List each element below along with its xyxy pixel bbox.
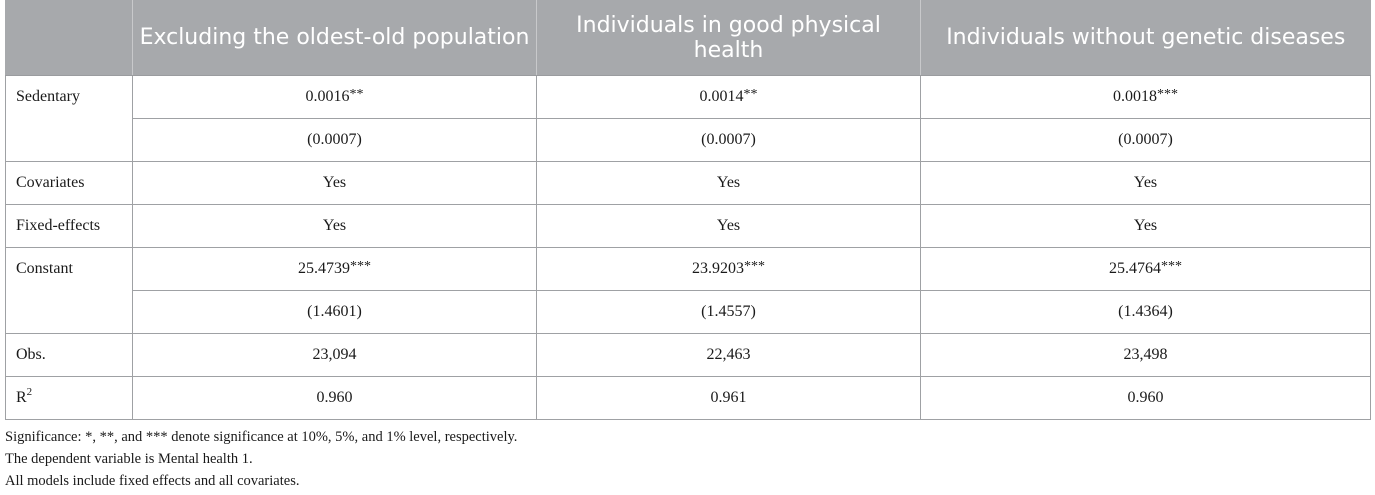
significance-stars: *** <box>744 258 765 274</box>
cell-sedentary-coef-3: 0.0018*** <box>920 75 1371 119</box>
table-row-sedentary-coef: Sedentary 0.0016** 0.0014** 0.0018*** <box>5 75 1371 162</box>
table-notes: Significance: *, **, and *** denote sign… <box>5 426 517 492</box>
row-label-obs: Obs. <box>5 333 133 377</box>
table-row-covariates: Covariates Yes Yes Yes <box>5 161 1371 205</box>
row-label-r2: R2 <box>5 376 133 420</box>
cell-r2-2: 0.961 <box>536 376 921 420</box>
significance-stars: *** <box>1157 86 1178 102</box>
table-row-obs: Obs. 23,094 22,463 23,498 <box>5 333 1371 377</box>
cell-r2-3: 0.960 <box>920 376 1371 420</box>
table-container: Excluding the oldest-old population Indi… <box>5 0 1371 420</box>
cell-obs-1: 23,094 <box>132 333 537 377</box>
note-dependent-variable: The dependent variable is Mental health … <box>5 451 253 467</box>
cell-sedentary-coef-1: 0.0016** <box>132 75 537 119</box>
cell-constant-se-2: (1.4557) <box>536 290 921 334</box>
cell-constant-se-1: (1.4601) <box>132 290 537 334</box>
table-header: Excluding the oldest-old population Indi… <box>5 0 1371 76</box>
cell-obs-3: 23,498 <box>920 333 1371 377</box>
cell-obs-2: 22,463 <box>536 333 921 377</box>
cell-r2-1: 0.960 <box>132 376 537 420</box>
coef-value: 0.0018 <box>1113 87 1157 105</box>
header-excluding-oldest-old: Excluding the oldest-old population <box>132 0 537 76</box>
significance-stars: *** <box>350 258 371 274</box>
significance-stars: ** <box>349 86 364 102</box>
table-row-constant-se: (1.4601) (1.4557) (1.4364) <box>6 290 1371 334</box>
row-label-fixed-effects: Fixed-effects <box>5 204 133 248</box>
row-label-constant: Constant <box>5 247 133 334</box>
table-row-fixed-effects: Fixed-effects Yes Yes Yes <box>5 204 1371 248</box>
cell-constant-coef-2: 23.9203*** <box>536 247 921 291</box>
coef-value: 0.0014 <box>699 87 744 105</box>
cell-fixed-effects-1: Yes <box>132 204 537 248</box>
table-body: Sedentary 0.0016** 0.0014** 0.0018*** (0… <box>5 75 1371 420</box>
row-label-covariates: Covariates <box>5 161 133 205</box>
significance-stars: ** <box>743 86 758 102</box>
note-models: All models include fixed effects and all… <box>5 473 300 489</box>
header-cell-empty <box>5 0 133 76</box>
cell-sedentary-se-2: (0.0007) <box>536 118 921 162</box>
coef-value: 25.4764 <box>1109 259 1161 277</box>
header-without-genetic-diseases: Individuals without genetic diseases <box>920 0 1371 76</box>
cell-sedentary-se-1: (0.0007) <box>132 118 537 162</box>
header-good-physical-health: Individuals in good physical health <box>536 0 921 76</box>
cell-constant-coef-3: 25.4764*** <box>920 247 1371 291</box>
cell-fixed-effects-2: Yes <box>536 204 921 248</box>
table-row-r2: R2 0.960 0.961 0.960 <box>5 376 1371 420</box>
regression-table: Excluding the oldest-old population Indi… <box>5 0 1371 420</box>
r2-label-sup: 2 <box>26 385 33 398</box>
row-label-sedentary: Sedentary <box>5 75 133 162</box>
cell-fixed-effects-3: Yes <box>920 204 1371 248</box>
cell-covariates-2: Yes <box>536 161 921 205</box>
cell-constant-se-3: (1.4364) <box>920 290 1371 334</box>
r2-label-base: R <box>16 389 27 406</box>
cell-constant-coef-1: 25.4739*** <box>132 247 537 291</box>
cell-covariates-3: Yes <box>920 161 1371 205</box>
table-row-constant-coef: Constant 25.4739*** 23.9203*** 25.4764**… <box>5 247 1371 334</box>
header-row: Excluding the oldest-old population Indi… <box>5 0 1371 76</box>
significance-stars: *** <box>1161 258 1182 274</box>
note-significance: Significance: *, **, and *** denote sign… <box>5 429 518 445</box>
cell-sedentary-se-3: (0.0007) <box>920 118 1371 162</box>
coef-value: 25.4739 <box>298 259 350 277</box>
coef-value: 23.9203 <box>692 259 744 277</box>
table-row-sedentary-se: (0.0007) (0.0007) (0.0007) <box>6 118 1371 162</box>
coef-value: 0.0016 <box>305 87 350 105</box>
cell-covariates-1: Yes <box>132 161 537 205</box>
cell-sedentary-coef-2: 0.0014** <box>536 75 921 119</box>
